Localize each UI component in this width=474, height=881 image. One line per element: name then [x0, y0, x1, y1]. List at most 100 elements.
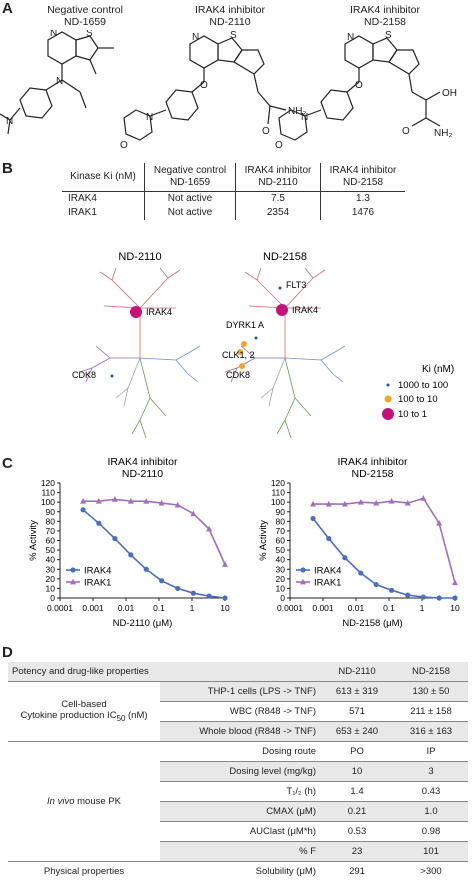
kinase-dot-cdk8-left [111, 375, 114, 378]
y-tick-label: 40 [276, 555, 286, 565]
x-axis-label: ND-2158 (μM) [342, 618, 402, 629]
y-axis-label: % Activity [258, 520, 269, 561]
atom-label: O [120, 140, 128, 151]
kinase-dot-irak4-right [276, 304, 288, 316]
table-cell: IRAK1 [62, 206, 145, 220]
data-point [420, 495, 426, 501]
legend-dot-1000-100 [387, 384, 390, 387]
table-cell: >300 [394, 862, 468, 881]
x-tick-label: 0.1 [383, 603, 395, 613]
data-point [128, 552, 133, 557]
y-tick-label: 40 [46, 555, 56, 565]
atom-label: N [192, 32, 199, 43]
panel-label-a: A [2, 0, 13, 17]
table-cell: 1476 [321, 206, 406, 220]
data-point [207, 593, 212, 598]
y-tick-label: 50 [46, 545, 56, 555]
data-point [405, 593, 410, 598]
x-tick-label: 0.01 [348, 603, 365, 613]
table-header-label: Potency and drug-like properties [8, 662, 320, 682]
structure-caption-3: IRAK4 inhibitor ND-2158 [330, 4, 440, 28]
data-point [159, 578, 164, 583]
y-tick-label: 0 [50, 593, 55, 603]
y-tick-label: 70 [276, 526, 286, 536]
kinase-dot-flt3 [279, 287, 282, 290]
data-point [112, 536, 117, 541]
table-cell: 613 ± 319 [320, 682, 394, 702]
table-cell: 316 ± 163 [394, 722, 468, 742]
table-cell: Solubility (μM) [160, 862, 320, 881]
table-cell: 0.98 [394, 822, 468, 842]
atom-label: NH₂ [434, 128, 452, 139]
cytokine-group-text: Cytokine production IC [20, 710, 116, 721]
y-tick-label: 30 [276, 564, 286, 574]
table-cell: % F [160, 842, 320, 862]
table-row: Cell-based Cytokine production IC50 (nM)… [8, 682, 468, 702]
y-axis-label: % Activity [28, 520, 39, 561]
data-point [389, 588, 394, 593]
table-cell: AUClast (μM*h) [160, 822, 320, 842]
data-point [222, 595, 227, 600]
legend-label: IRAK4 [84, 566, 111, 577]
table-cell: 101 [394, 842, 468, 862]
kinase-label-dyrk1a: DYRK1 A [226, 320, 264, 330]
table-header-col2: ND-2158 [394, 662, 468, 682]
y-tick-label: 50 [276, 545, 286, 555]
atom-label: N [146, 112, 153, 123]
table-cell: 3 [394, 762, 468, 782]
potency-properties-table: Potency and drug-like properties ND-2110… [8, 662, 468, 881]
atom-label: S [230, 30, 237, 41]
data-point [80, 507, 85, 512]
table-cell: IP [394, 742, 468, 762]
table-row: IRAK1 Not active 2354 1476 [62, 206, 405, 220]
panel-label-d: D [2, 644, 13, 661]
pk-group-italic: In vivo [47, 796, 74, 807]
atom-label: O [262, 126, 270, 137]
kinome-title-left: ND-2110 [118, 251, 161, 263]
y-tick-label: 20 [46, 574, 56, 584]
kinase-label-irak4-left: IRAK4 [146, 307, 172, 317]
legend-title: Ki (nM) [422, 364, 454, 375]
y-tick-label: 90 [46, 507, 56, 517]
table-cell: Not active [145, 206, 236, 220]
table-row: In vivo mouse PK Dosing route PO IP [8, 742, 468, 762]
table-cell: 7.5 [236, 192, 321, 207]
table-header-cell: Negative control ND-1659 [145, 163, 236, 192]
x-tick-label: 0.01 [118, 603, 135, 613]
dose-response-charts: IRAK4 inhibitorND-2110010203040506070809… [0, 455, 474, 640]
table-header-col1: ND-2110 [320, 662, 394, 682]
x-tick-label: 0.0001 [277, 603, 303, 613]
kinase-ki-table: Kinase Ki (nM) Negative control ND-1659 … [62, 163, 405, 220]
data-point [452, 595, 457, 600]
data-point [310, 516, 315, 521]
table-cell: 571 [320, 702, 394, 722]
structure-caption-1: Negative control ND-1659 [30, 4, 140, 28]
y-tick-label: 60 [276, 536, 286, 546]
y-tick-label: 120 [41, 478, 55, 488]
structure-caption-2: IRAK4 inhibitor ND-2110 [175, 4, 285, 28]
legend-label: IRAK1 [84, 578, 111, 589]
pk-group-label: In vivo mouse PK [8, 742, 160, 862]
data-point [191, 591, 196, 596]
kinase-dot-dyrk1a [255, 337, 258, 340]
atom-label: OH [442, 88, 457, 99]
data-point [358, 570, 363, 575]
table-header-cell: IRAK4 inhibitor ND-2158 [321, 163, 406, 192]
table-cell: WBC (R848 -> TNF) [160, 702, 320, 722]
y-tick-label: 70 [46, 526, 56, 536]
table-cell: THP-1 cells (LPS -> TNF) [160, 682, 320, 702]
y-tick-label: 10 [46, 583, 56, 593]
y-tick-label: 10 [276, 583, 286, 593]
structure-id-3: ND-2158 [330, 16, 440, 28]
atom-label: O [275, 140, 283, 151]
structure-id-1: ND-1659 [30, 16, 140, 28]
table-header-cell: IRAK4 inhibitor ND-2110 [236, 163, 321, 192]
cytokine-group-label: Cell-based Cytokine production IC50 (nM) [8, 682, 160, 742]
x-tick-label: 0.001 [312, 603, 334, 613]
atom-label: N [56, 76, 63, 87]
table-cell: Dosing level (mg/kg) [160, 762, 320, 782]
table-cell: 291 [320, 862, 394, 881]
kinase-label-cdk8-left: CDK8 [72, 370, 96, 380]
legend-dot-100-10 [385, 396, 392, 403]
data-point [326, 536, 331, 541]
